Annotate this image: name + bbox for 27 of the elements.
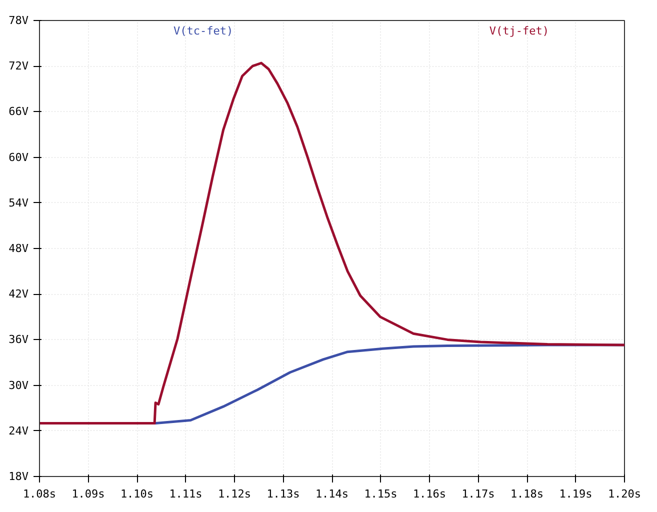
y-tick-label: 78V: [8, 14, 29, 27]
x-tick-label: 1.16s: [412, 488, 446, 500]
y-tick-label: 66V: [8, 105, 29, 118]
x-tick-label: 1.09s: [72, 488, 105, 500]
x-tick-label: 1.20s: [608, 488, 642, 500]
y-tick-label: 54V: [8, 196, 29, 210]
x-tick-label: 1.15s: [364, 488, 398, 500]
y-tick-label: 42V: [8, 288, 29, 301]
y-tick-label: 60V: [8, 150, 29, 164]
y-tick-label: 30V: [8, 378, 29, 392]
x-tick-label: 1.14s: [315, 488, 349, 500]
y-tick-label: 18V: [8, 470, 29, 483]
y-tick-label: 24V: [8, 424, 29, 438]
x-tick-label: 1.11s: [169, 488, 202, 500]
x-tick-label: 1.12s: [218, 488, 252, 500]
x-tick-label: 1.13s: [266, 488, 300, 500]
y-tick-label: 48V: [8, 242, 29, 255]
x-tick-label: 1.10s: [120, 488, 154, 500]
line-series: [40, 62, 624, 425]
y-tick-label: 72V: [8, 60, 29, 73]
x-tick-label: 1.18s: [510, 488, 544, 500]
x-tick-label: 1.08s: [22, 488, 56, 500]
text: V(tj-fet): [489, 24, 550, 38]
x-tick-label: 1.17s: [462, 488, 495, 500]
x-tick-label: 1.19s: [559, 488, 592, 500]
text: V(tc-fet): [174, 24, 234, 38]
y-tick-label: 36V: [8, 333, 29, 346]
